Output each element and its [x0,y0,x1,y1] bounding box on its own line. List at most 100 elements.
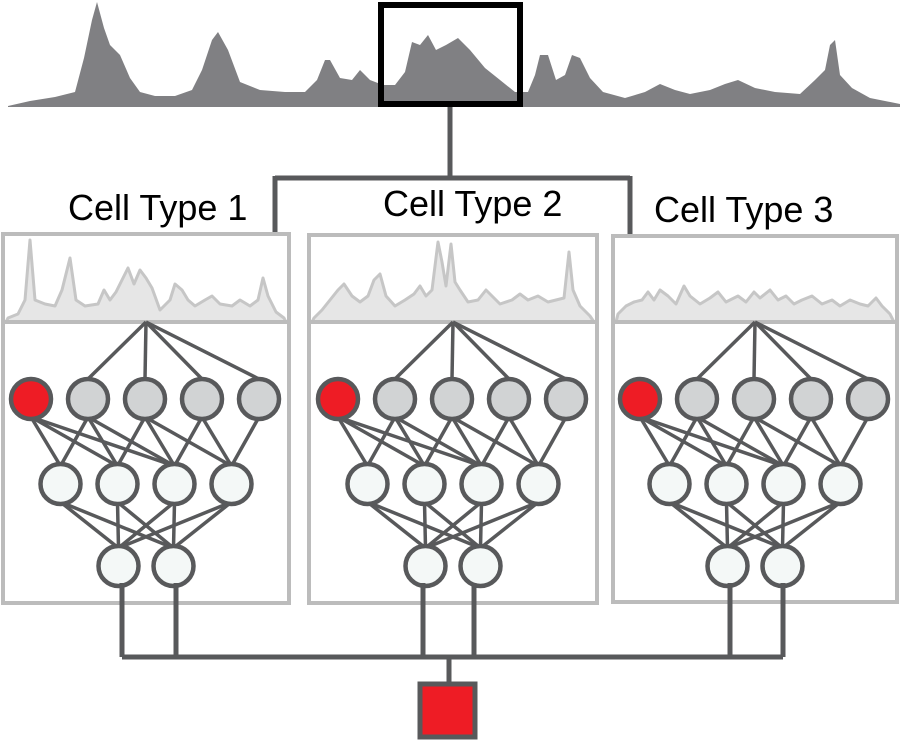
input-node [845,376,891,422]
network-edge [479,500,540,550]
panel-title-cell-type-1: Cell Type 1 [68,187,248,228]
output-node [96,543,141,589]
cell-signal-track [4,238,288,324]
hidden-node [345,461,390,507]
network-edge [752,416,785,467]
network-edge [117,500,176,550]
highlighted-input-node [315,376,361,422]
network-edge [724,501,730,549]
output-node [760,543,805,589]
network-edge [781,500,842,550]
input-node [179,376,225,422]
panel-title-cell-type-3: Cell Type 3 [654,189,834,230]
cell-type-panel-2 [307,233,599,605]
input-node [674,376,720,422]
network-edge [59,500,120,550]
genome-signal-track [8,2,900,107]
network-edge [451,320,511,381]
panel-title-cell-type-2: Cell Type 2 [383,183,563,224]
cell-type-panels [1,232,899,605]
network-edge [724,416,756,467]
network-edge [754,320,869,381]
output-node [458,543,503,589]
network-edge [424,500,540,550]
input-node [788,376,834,422]
hidden-node [402,461,447,507]
network-edge [695,320,757,381]
hidden-node [38,461,83,507]
input-node [731,376,777,422]
network-edge [58,416,90,467]
hidden-node [516,461,561,507]
cell-type-panel-1 [1,232,291,605]
hidden-node [459,461,504,507]
network-edge [336,416,369,467]
network-edge [450,416,483,467]
network-edge [86,416,119,467]
network-edge [507,416,540,467]
output-node [403,543,448,589]
network-edge [668,500,729,550]
network-edge [838,416,870,467]
network-edge [143,321,148,380]
network-edge [365,416,397,467]
network-edges [336,320,568,550]
hidden-node [95,461,140,507]
network-edge [143,416,176,467]
hidden-node [761,461,806,507]
input-node [372,376,418,422]
panel-border [611,234,899,604]
bottom-connector-lines [119,583,786,684]
network-edge [536,416,568,467]
combined-output-square [417,681,478,740]
network-edge [366,500,427,550]
network-edge [809,416,842,467]
cell-signal-track [310,240,596,324]
network-edges [29,320,261,550]
hidden-node [152,461,197,507]
cell-type-panel-3 [611,234,899,604]
network-edge [726,500,785,550]
network-edge [638,416,671,467]
network-edge [115,501,121,549]
network-edge [667,416,699,467]
network-edge [229,416,261,467]
network-edge [695,416,728,467]
network-edges [638,320,870,550]
network-edge [144,320,204,381]
panel-border [307,233,599,605]
network-edge [145,320,260,381]
network-edge [172,500,233,550]
network-edge [393,320,455,381]
input-node [65,376,111,422]
network-edge [200,416,233,467]
network-edge [422,501,428,549]
network-edge [726,500,842,550]
cell-signal-track [614,284,896,324]
network-edge [117,500,233,550]
network-edge [393,416,426,467]
input-node [429,376,475,422]
input-node [122,376,168,422]
input-node [236,376,282,422]
input-node [486,376,532,422]
selected-region-box [378,2,523,107]
network-edge [86,320,148,381]
highlighted-input-node [617,376,663,422]
panel-border [1,232,291,605]
network-edge [450,321,455,380]
hidden-node [209,461,254,507]
highlighted-input-node [8,376,54,422]
top-connector-lines [272,107,633,236]
output-node [705,543,750,589]
output-node [151,543,196,589]
network-edge [452,320,567,381]
network-edge [753,320,813,381]
network-edge [479,416,511,467]
network-edge [422,416,454,467]
network-edge [29,416,62,467]
network-edge [752,321,757,380]
network-edge [424,500,483,550]
